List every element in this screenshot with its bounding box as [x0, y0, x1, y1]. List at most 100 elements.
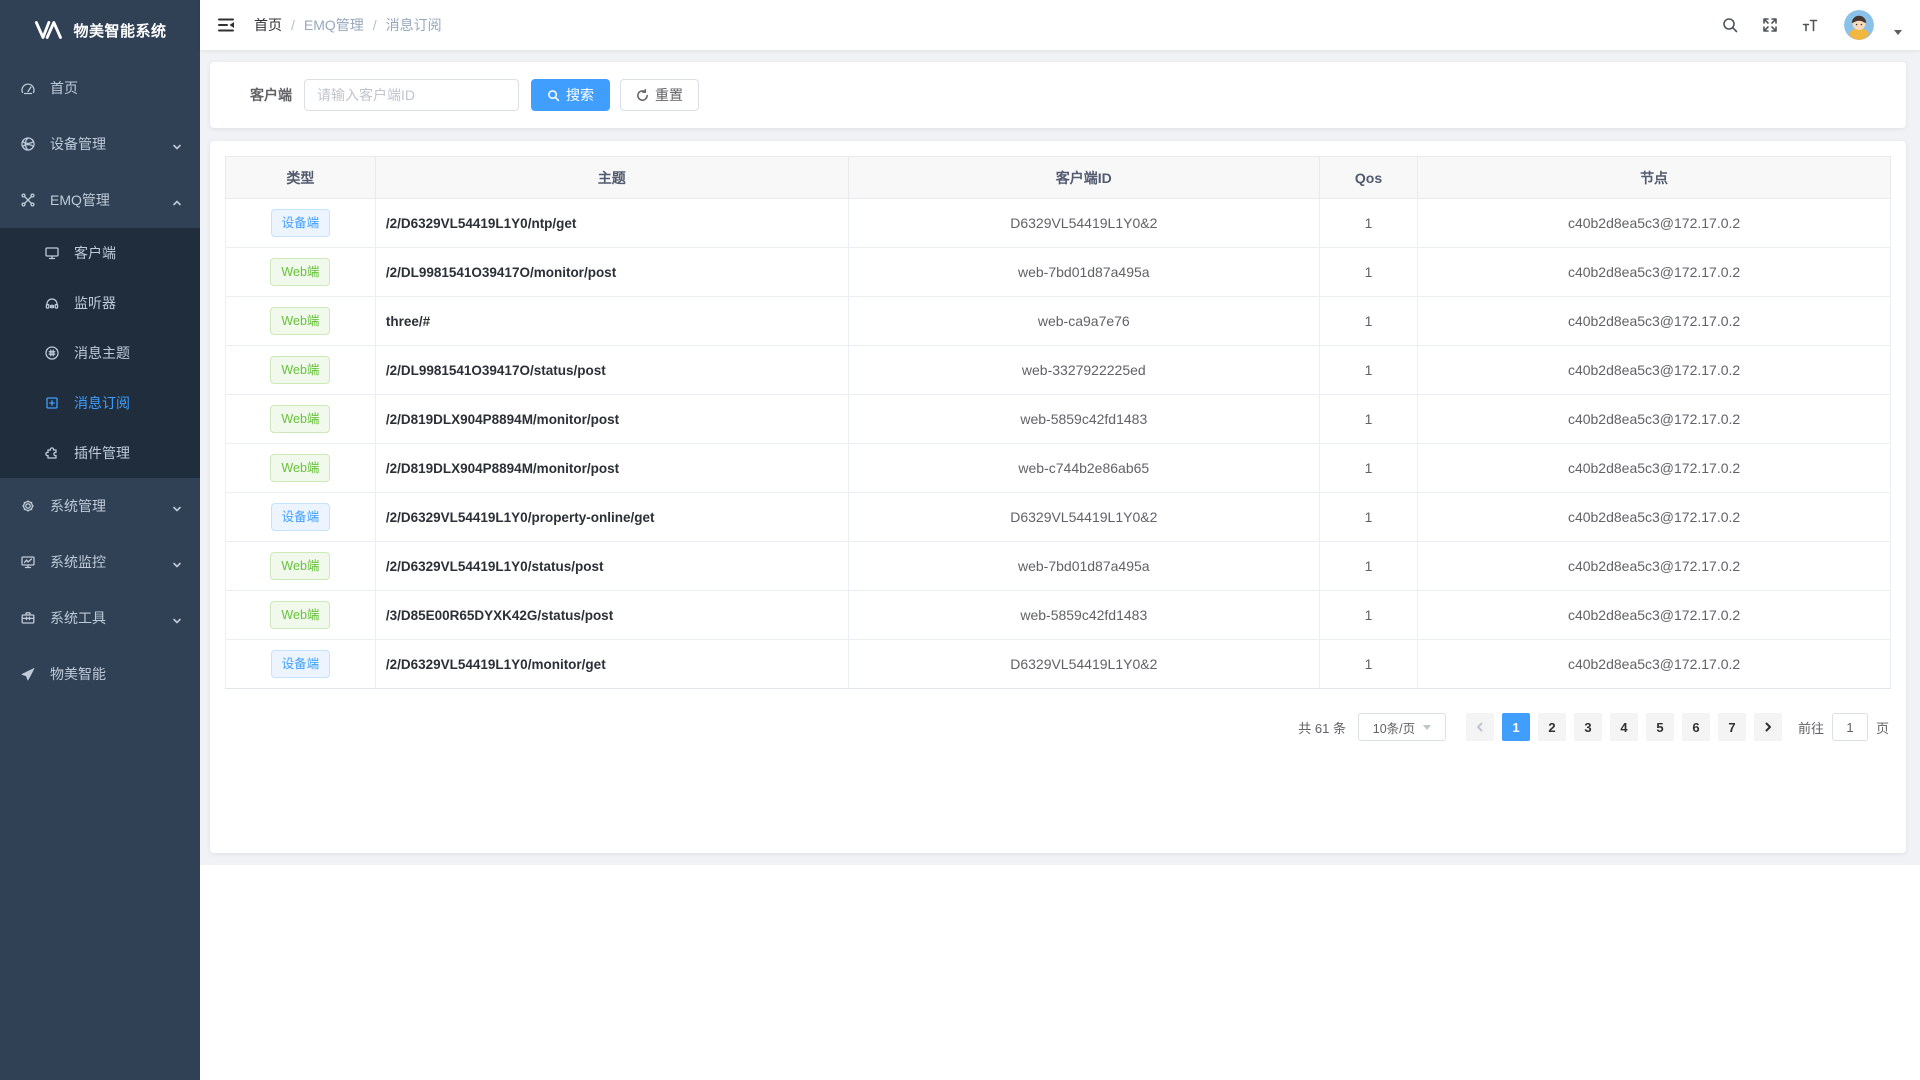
monitor-chart-icon [20, 554, 36, 570]
next-page-button[interactable] [1753, 713, 1782, 741]
column-header-client-id: 客户端ID [847, 156, 1320, 199]
table-row: Web端 three/# web-ca9a7e76 1 c40b2d8ea5c3… [225, 296, 1891, 346]
goto-page-input[interactable] [1831, 713, 1868, 741]
filter-card: 客户端 搜索 重置 [210, 62, 1906, 128]
page-button-6[interactable]: 6 [1681, 713, 1710, 741]
font-size-icon[interactable] [1800, 15, 1820, 35]
sidebar-item-label: 消息订阅 [74, 395, 130, 411]
prev-page-button[interactable] [1465, 713, 1494, 741]
sidebar-item-device-mgmt[interactable]: 设备管理 [0, 116, 200, 172]
client-id-cell: web-5859c42fd1483 [847, 590, 1320, 640]
reset-button[interactable]: 重置 [620, 79, 699, 111]
sidebar-item-label: 首页 [50, 80, 78, 96]
sidebar-item-label: 物美智能 [50, 666, 106, 682]
type-tag: Web端 [270, 552, 331, 580]
client-id-cell: D6329VL54419L1Y0&2 [847, 492, 1320, 542]
search-button[interactable]: 搜索 [531, 79, 610, 111]
sidebar-menu: 首页 设备管理 EMQ管理 [0, 60, 200, 702]
table-header-row: 类型 主题 客户端ID Qos 节点 [225, 156, 1891, 199]
caret-down-icon[interactable] [1894, 29, 1902, 35]
type-tag: Web端 [270, 307, 331, 335]
app-logo[interactable]: 物美智能系统 [0, 0, 200, 60]
avatar[interactable] [1844, 10, 1874, 40]
sidebar-item-system-mgmt[interactable]: 系统管理 [0, 478, 200, 534]
type-tag: 设备端 [270, 209, 331, 237]
qos-cell: 1 [1318, 345, 1419, 395]
node-cell: c40b2d8ea5c3@172.17.0.2 [1417, 345, 1891, 395]
sidebar-item-system-tools[interactable]: 系统工具 [0, 590, 200, 646]
sidebar-item-plugin-mgmt[interactable]: 插件管理 [0, 428, 200, 478]
client-id-cell: D6329VL54419L1Y0&2 [847, 198, 1320, 248]
gear-icon [20, 498, 36, 514]
breadcrumb: 首页 / EMQ管理 / 消息订阅 [254, 15, 442, 35]
sidebar-item-emq-mgmt[interactable]: EMQ管理 [0, 172, 200, 228]
client-id-cell: web-3327922225ed [847, 345, 1320, 395]
table-row: Web端 /2/DL9981541O39417O/monitor/post we… [225, 247, 1891, 297]
node-cell: c40b2d8ea5c3@172.17.0.2 [1417, 198, 1891, 248]
column-header-type: 类型 [225, 156, 376, 199]
chevron-down-icon [1423, 724, 1432, 730]
client-monitor-icon [44, 245, 60, 261]
sidebar-item-system-monitor[interactable]: 系统监控 [0, 534, 200, 590]
client-id-cell: web-7bd01d87a495a [847, 247, 1320, 297]
sidebar-item-message-subscribe[interactable]: 消息订阅 [0, 378, 200, 428]
sidebar-item-label: 设备管理 [50, 136, 106, 152]
dashboard-icon [20, 80, 36, 96]
type-tag: Web端 [270, 454, 331, 482]
chevron-down-icon [172, 613, 182, 624]
table-row: Web端 /2/DL9981541O39417O/status/post web… [225, 345, 1891, 395]
main-area: 首页 / EMQ管理 / 消息订阅 [200, 0, 1920, 1080]
sidebar-item-label: 消息主题 [74, 345, 130, 361]
page-button-7[interactable]: 7 [1717, 713, 1746, 741]
topic-cell: /2/D6329VL54419L1Y0/property-online/get [374, 492, 849, 542]
sidebar-item-label: 系统工具 [50, 610, 106, 626]
client-id-label: 客户端 [250, 87, 292, 103]
app-title: 物美智能系统 [73, 22, 167, 40]
sidebar-item-client[interactable]: 客户端 [0, 228, 200, 278]
page-button-1[interactable]: 1 [1501, 713, 1530, 741]
chevron-down-icon [172, 501, 182, 512]
client-id-cell: web-7bd01d87a495a [847, 541, 1320, 591]
sidebar-fold-icon[interactable] [216, 15, 236, 35]
sidebar-item-label: 系统监控 [50, 554, 106, 570]
type-tag: Web端 [270, 405, 331, 433]
listener-headset-icon [44, 295, 60, 311]
logo-icon [33, 21, 63, 39]
topic-cell: /2/DL9981541O39417O/monitor/post [374, 247, 849, 297]
emq-node-icon [20, 192, 36, 208]
type-tag: Web端 [270, 258, 331, 286]
sidebar-item-message-topic[interactable]: 消息主题 [0, 328, 200, 378]
client-id-input[interactable] [304, 79, 519, 111]
sidebar: 物美智能系统 首页 设备管理 [0, 0, 200, 1080]
qos-cell: 1 [1318, 198, 1419, 248]
page-size-select[interactable]: 10条/页 [1357, 713, 1446, 741]
node-cell: c40b2d8ea5c3@172.17.0.2 [1417, 443, 1891, 493]
page-button-4[interactable]: 4 [1609, 713, 1638, 741]
qos-cell: 1 [1318, 639, 1419, 689]
node-cell: c40b2d8ea5c3@172.17.0.2 [1417, 296, 1891, 346]
paper-plane-icon [20, 666, 36, 682]
page-button-5[interactable]: 5 [1645, 713, 1674, 741]
sidebar-item-listener[interactable]: 监听器 [0, 278, 200, 328]
page-button-3[interactable]: 3 [1573, 713, 1602, 741]
refresh-icon [637, 88, 648, 101]
breadcrumb-emq[interactable]: EMQ管理 [303, 17, 364, 33]
client-id-cell: web-c744b2e86ab65 [847, 443, 1320, 493]
breadcrumb-home[interactable]: 首页 [254, 17, 282, 33]
sidebar-item-home[interactable]: 首页 [0, 60, 200, 116]
type-tag: 设备端 [270, 503, 331, 531]
topic-cell: /2/D6329VL54419L1Y0/ntp/get [374, 198, 849, 248]
topic-cell: /2/D819DLX904P8894M/monitor/post [374, 394, 849, 444]
qos-cell: 1 [1318, 296, 1419, 346]
pagination-goto: 前往 页 [1798, 713, 1889, 741]
node-cell: c40b2d8ea5c3@172.17.0.2 [1417, 394, 1891, 444]
subscription-table-card: 类型 主题 客户端ID Qos 节点 设备端 /2/D6329VL54419L1… [210, 141, 1906, 853]
sidebar-item-label: EMQ管理 [50, 192, 110, 208]
chevron-right-icon [1765, 722, 1771, 732]
client-id-cell: web-5859c42fd1483 [847, 394, 1320, 444]
page-button-2[interactable]: 2 [1537, 713, 1566, 741]
fullscreen-icon[interactable] [1760, 15, 1780, 35]
search-icon[interactable] [1720, 15, 1740, 35]
client-id-cell: D6329VL54419L1Y0&2 [847, 639, 1320, 689]
sidebar-item-wumei-smart[interactable]: 物美智能 [0, 646, 200, 702]
